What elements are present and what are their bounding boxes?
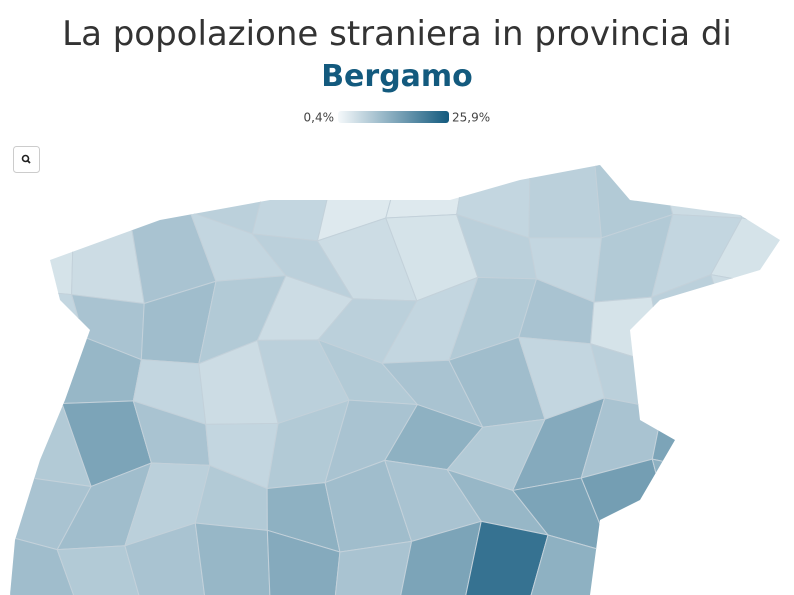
municipality[interactable] [719,412,790,476]
municipality[interactable] [724,473,790,538]
municipality[interactable] [464,520,549,595]
municipality[interactable] [10,165,76,244]
municipality[interactable] [724,520,790,595]
municipality[interactable] [659,165,743,219]
municipality[interactable] [10,536,76,595]
municipality[interactable] [594,535,673,595]
municipality[interactable] [651,458,732,538]
municipality[interactable] [399,520,482,595]
title: La popolazione straniera in provincia di [62,14,732,54]
municipality[interactable] [334,540,413,595]
municipality[interactable] [130,165,206,224]
search-button[interactable] [13,146,40,173]
legend-min-label: 0,4% [304,111,335,125]
municipality[interactable] [10,226,74,296]
municipality[interactable] [528,165,602,239]
regions [10,165,790,595]
municipality[interactable] [710,273,790,357]
municipality[interactable] [194,522,271,595]
municipality[interactable] [266,529,341,595]
municipality[interactable] [651,408,726,476]
title-highlight: Bergamo [321,59,473,94]
municipality[interactable] [56,545,141,595]
municipality[interactable] [124,522,206,595]
municipality[interactable] [719,350,790,430]
municipality[interactable] [659,520,732,595]
municipality[interactable] [385,165,466,219]
municipality[interactable] [661,355,736,430]
municipality[interactable] [529,534,613,595]
legend-max-label: 25,9% [452,111,490,125]
legend-gradient [338,111,449,123]
